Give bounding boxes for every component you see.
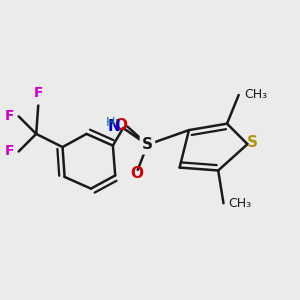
Text: F: F [5, 145, 14, 158]
Text: O: O [130, 166, 143, 181]
Text: H: H [106, 116, 116, 129]
Text: N: N [108, 119, 121, 134]
Text: O: O [115, 118, 128, 133]
Text: S: S [142, 137, 153, 152]
Text: F: F [34, 86, 43, 100]
Text: CH₃: CH₃ [229, 197, 252, 210]
Text: CH₃: CH₃ [244, 88, 267, 101]
Text: S: S [247, 136, 258, 151]
Text: F: F [5, 109, 14, 123]
